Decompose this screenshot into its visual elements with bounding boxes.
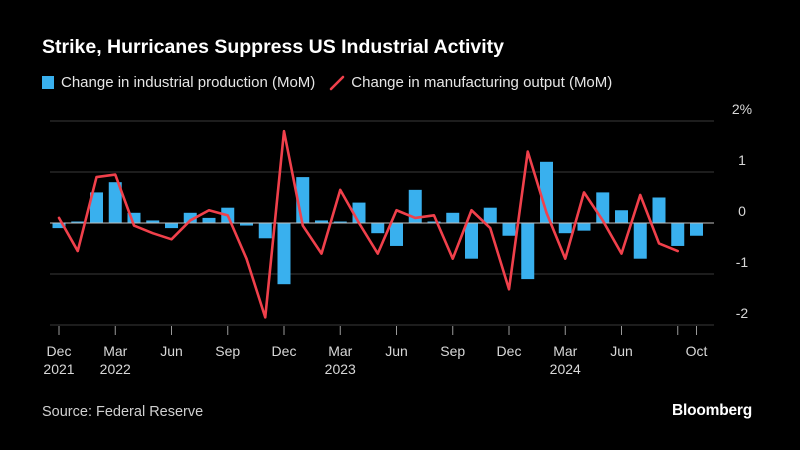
gridlines xyxy=(50,120,714,326)
bar xyxy=(90,192,103,223)
y-tick-label: 1 xyxy=(738,152,746,168)
y-tick-label: -2 xyxy=(736,305,749,321)
bar xyxy=(52,223,66,229)
x-tick-label: Sep xyxy=(215,343,240,359)
bar xyxy=(521,223,535,280)
bar xyxy=(183,212,197,223)
bar xyxy=(615,210,628,223)
x-tick-label: Mar xyxy=(328,343,352,359)
x-tick-year-label: 2022 xyxy=(100,361,131,377)
legend: Change in industrial production (MoM) Ch… xyxy=(42,74,626,91)
x-tick-year-label: 2021 xyxy=(43,361,74,377)
x-tick-label: Sep xyxy=(440,343,465,359)
bar-series xyxy=(52,161,703,285)
legend-item-manufacturing-output: Change in manufacturing output (MoM) xyxy=(329,74,612,91)
bar xyxy=(652,197,666,223)
line-series xyxy=(57,129,680,319)
bar xyxy=(502,223,516,236)
x-tick-label: Mar xyxy=(103,343,127,359)
legend-bar-swatch xyxy=(42,76,54,89)
bloomberg-logo: Bloomberg xyxy=(671,402,752,419)
y-tick-label: 2% xyxy=(732,101,752,117)
x-tick-label: Mar xyxy=(553,343,577,359)
x-tick-year-label: 2023 xyxy=(325,361,356,377)
bar xyxy=(633,223,647,259)
legend-bar-label: Change in industrial production (MoM) xyxy=(61,74,316,91)
source-note: Source: Federal Reserve xyxy=(42,404,204,420)
y-tick-label: 0 xyxy=(738,203,746,219)
legend-line-swatch xyxy=(329,75,345,90)
x-tick-label: Jun xyxy=(610,343,633,359)
bar xyxy=(315,220,328,223)
bar xyxy=(390,223,403,246)
bar xyxy=(71,221,85,223)
bar xyxy=(277,223,291,285)
bar xyxy=(427,221,441,223)
y-axis: 2% 1 0 -1 -2 xyxy=(732,101,752,321)
chart-title: Strike, Hurricanes Suppress US Industria… xyxy=(42,36,505,58)
bar xyxy=(690,223,703,236)
x-axis: Dec 2021 Mar 2022 Jun Sep Dec Mar 2023 Jun Sep Dec M… xyxy=(43,326,707,377)
bar xyxy=(465,223,478,259)
bar xyxy=(577,223,591,231)
bar xyxy=(165,223,178,229)
legend-line-label: Change in manufacturing output (MoM) xyxy=(351,74,613,91)
bar xyxy=(371,223,385,234)
bar xyxy=(240,223,253,226)
bar xyxy=(540,161,553,223)
x-tick-label: Jun xyxy=(160,343,183,359)
x-tick-year-label: 2024 xyxy=(550,361,581,377)
x-tick-label: Dec xyxy=(272,343,297,359)
y-tick-label: -1 xyxy=(736,254,749,270)
x-tick-label: Oct xyxy=(686,343,708,359)
bar xyxy=(333,221,347,223)
legend-item-industrial-production: Change in industrial production (MoM) xyxy=(42,74,315,91)
bar xyxy=(258,223,272,239)
bar xyxy=(127,212,141,223)
bar xyxy=(146,220,160,223)
bar xyxy=(558,223,572,234)
x-tick-label: Dec xyxy=(47,343,72,359)
bar xyxy=(408,189,422,223)
bar xyxy=(671,223,685,246)
bar xyxy=(202,217,216,223)
x-tick-label: Jun xyxy=(385,343,408,359)
bar xyxy=(108,182,122,223)
bar xyxy=(483,207,497,223)
legend-line-stroke xyxy=(329,75,345,90)
bar xyxy=(446,212,460,223)
x-tick-label: Dec xyxy=(497,343,522,359)
manufacturing-output-line xyxy=(57,129,680,319)
